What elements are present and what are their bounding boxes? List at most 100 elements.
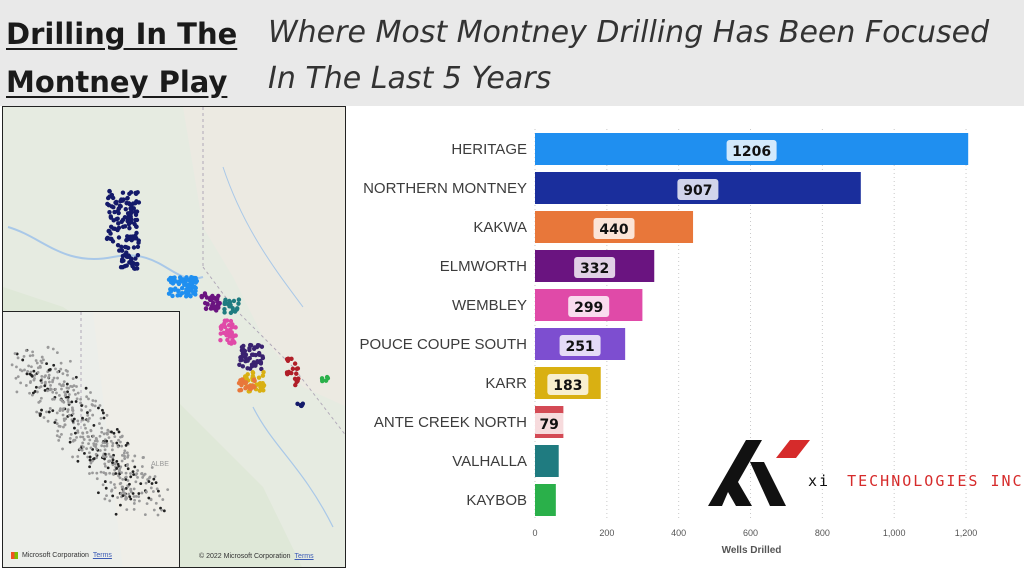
inset-well-dot xyxy=(54,387,57,391)
inset-well-dot xyxy=(154,481,158,485)
well-dot xyxy=(238,387,244,393)
inset-well-dot xyxy=(119,481,123,485)
well-dot xyxy=(170,281,176,286)
inset-well-dot xyxy=(132,507,136,511)
well-dot xyxy=(133,217,138,223)
inset-well-dot xyxy=(115,467,119,470)
inset-well-dot xyxy=(102,444,106,448)
inset-well-dot xyxy=(120,459,124,463)
inset-well-dot xyxy=(141,476,145,479)
inset-well-dot xyxy=(98,449,102,452)
inset-well-dot xyxy=(35,410,39,414)
inset-well-dot xyxy=(62,425,65,429)
inset-well-dot xyxy=(96,491,100,495)
well-dot xyxy=(170,293,175,299)
bar[interactable] xyxy=(535,445,559,477)
well-dot xyxy=(236,297,242,302)
inset-well-dot xyxy=(21,358,25,362)
inset-well-dot xyxy=(63,423,67,427)
well-dot xyxy=(259,366,264,372)
inset-well-dot xyxy=(123,454,126,458)
inset-well-dot xyxy=(73,426,76,430)
well-dot xyxy=(188,294,193,299)
inset-well-dot xyxy=(39,385,43,388)
well-dot xyxy=(115,242,121,248)
inset-well-dot xyxy=(113,461,117,465)
well-dot xyxy=(127,225,132,231)
inset-well-dot xyxy=(103,497,107,501)
well-dot xyxy=(105,201,110,207)
inset-well-dot xyxy=(62,380,66,384)
well-dot xyxy=(252,345,258,350)
inset-well-dot xyxy=(43,388,47,392)
well-dot xyxy=(252,378,257,384)
inset-well-dot xyxy=(85,395,89,399)
inset-well-dot xyxy=(74,392,77,396)
well-dot xyxy=(119,197,124,202)
inset-well-dot xyxy=(120,471,123,475)
inset-well-dot xyxy=(71,455,74,459)
inset-well-dot xyxy=(46,389,49,393)
inset-well-dot xyxy=(102,432,106,436)
inset-well-dot xyxy=(59,367,63,371)
well-dot xyxy=(257,352,262,357)
well-dot xyxy=(108,214,113,219)
logo-name: TECHNOLOGIES INC. xyxy=(847,472,1024,490)
well-dot xyxy=(186,286,192,292)
inset-well-dot xyxy=(47,376,50,379)
well-dot xyxy=(235,306,240,311)
inset-well-dot xyxy=(93,404,97,408)
inset-well-dot xyxy=(51,390,55,394)
inset-well-dot xyxy=(108,471,112,475)
category-label: ELMWORTH xyxy=(440,258,527,275)
inset-well-dot xyxy=(91,459,94,463)
bar[interactable] xyxy=(535,484,556,516)
well-dot xyxy=(294,371,299,376)
inset-well-dot xyxy=(18,368,22,372)
inset-well-dot xyxy=(13,352,17,355)
page-title: Drilling In The Montney Play xyxy=(6,10,237,106)
inset-map[interactable]: ALBE Microsoft Corporation Terms xyxy=(2,311,180,568)
inset-well-dot xyxy=(100,444,104,448)
inset-well-dot xyxy=(82,423,86,427)
category-label: POUCE COUPE SOUTH xyxy=(359,336,527,353)
inset-well-dot xyxy=(114,512,118,516)
inset-well-dot xyxy=(28,391,31,395)
inset-well-dot xyxy=(24,349,28,352)
inset-well-dot xyxy=(137,495,141,498)
inset-well-dot xyxy=(128,482,131,486)
inset-well-dot xyxy=(135,472,139,476)
well-dot xyxy=(250,373,256,379)
well-dot xyxy=(258,386,264,391)
inset-well-dot xyxy=(95,471,99,475)
inset-well-dot xyxy=(126,441,129,445)
inset-terms-link[interactable]: Terms xyxy=(92,552,112,560)
inset-well-dot xyxy=(40,355,44,359)
well-dot xyxy=(122,263,128,269)
well-dot xyxy=(248,386,253,392)
inset-well-dot xyxy=(36,371,40,374)
inset-well-dot xyxy=(66,369,69,373)
inset-well-dot xyxy=(55,411,59,415)
inset-well-dot xyxy=(89,391,92,394)
inset-well-dot xyxy=(54,418,58,422)
well-dot xyxy=(323,378,329,383)
inset-well-dot xyxy=(166,488,170,492)
inset-well-dot xyxy=(32,369,36,373)
inset-well-dot xyxy=(36,390,39,394)
inset-well-dot xyxy=(103,457,106,461)
map-terms-link[interactable]: Terms xyxy=(294,553,314,560)
inset-well-dot xyxy=(121,477,125,481)
data-label-bg xyxy=(547,374,589,395)
inset-well-dot xyxy=(66,410,70,413)
inset-well-dot xyxy=(103,464,107,468)
inset-well-dot xyxy=(34,359,38,362)
data-label: 251 xyxy=(565,339,594,355)
well-dot xyxy=(210,293,215,299)
inset-well-dot xyxy=(39,412,42,416)
data-label-bg xyxy=(568,296,610,317)
inset-well-dot xyxy=(75,397,79,401)
logo-text: xi TECHNOLOGIES INC. xyxy=(808,472,1024,490)
inset-well-dot xyxy=(152,477,156,481)
subtitle-line-1: Where Most Montney Drilling Has Been Foc… xyxy=(268,15,990,50)
